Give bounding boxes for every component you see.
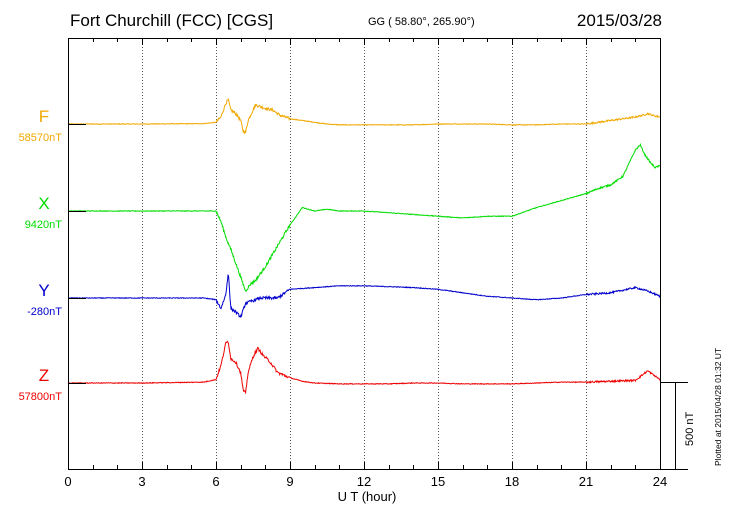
coordinates-label: GG ( 58.80°, 265.90°) (368, 16, 475, 28)
station-title: Fort Churchill (FCC) [CGS] (70, 11, 274, 30)
channel-name-Z: Z (39, 366, 49, 385)
scale-bar-label: 500 nT (684, 411, 696, 446)
baseline-value-Z: 57800nT (19, 391, 63, 403)
channel-name-F: F (39, 107, 49, 126)
scale-bar: 500 nT (660, 382, 696, 470)
trace-X (67, 142, 661, 293)
trace-F (67, 98, 661, 135)
baseline-value-F: 58570nT (19, 132, 63, 144)
x-tick-label-15: 15 (431, 474, 445, 489)
grid-lines (142, 38, 587, 469)
channel-name-Y: Y (38, 281, 49, 300)
x-tick-label-24: 24 (653, 474, 667, 489)
x-tick-label-6: 6 (212, 474, 219, 489)
baseline-value-X: 9420nT (25, 219, 63, 231)
data-traces (67, 98, 661, 395)
baseline-value-Y: -280nT (27, 306, 62, 318)
x-axis-ticks: 0 3 6 9 12 15 18 21 24 (64, 38, 667, 489)
x-tick-label-12: 12 (357, 474, 371, 489)
x-tick-label-21: 21 (579, 474, 593, 489)
channel-name-X: X (38, 194, 49, 213)
x-tick-label-0: 0 (64, 474, 71, 489)
x-tick-label-18: 18 (505, 474, 519, 489)
channel-labels: F 58570nT X 9420nT Y -280nT Z 57800nT (19, 107, 63, 403)
trace-Z (67, 340, 661, 395)
trace-Y (67, 274, 661, 318)
x-axis-label: U T (hour) (338, 489, 397, 504)
x-tick-label-3: 3 (138, 474, 145, 489)
plotted-at-label: Plotted at 2015/04/28 01:32 UT (713, 347, 723, 466)
date-label: 2015/03/28 (576, 11, 662, 30)
x-tick-label-9: 9 (286, 474, 293, 489)
